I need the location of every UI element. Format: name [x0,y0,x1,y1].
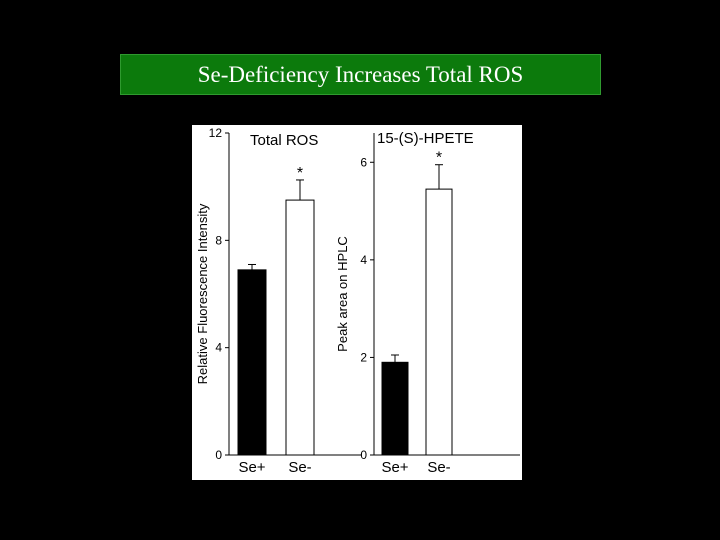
chart1-bar [285,199,315,456]
chart2-bar [381,361,409,456]
chart2-y-tick-label: 6 [360,155,367,169]
chart1-significance-mark: * [297,165,303,182]
chart1-y-tick-label: 8 [215,233,222,247]
chart2-significance-mark: * [436,150,442,167]
chart1-y-axis-label: Relative Fluorescence Intensity [195,203,210,384]
chart2-title: 15-(S)-HPETE [377,130,474,147]
chart1-bar [237,269,267,456]
bar-charts-figure: 0 4 8 12 Se+ * Se- Total ROS Relative Fluorescen… [195,126,520,476]
slide-title-bar: Se-Deficiency Increases Total ROS [120,54,601,95]
chart1-title: Total ROS [250,132,318,149]
chart2-category-label: Se- [427,459,450,476]
chart1-category-label: Se+ [238,459,265,476]
chart1-y-tick-label: 0 [215,448,222,462]
chart1-y-tick-label: 4 [215,341,222,355]
chart2-y-tick-label: 0 [360,448,367,462]
chart2-y-tick-label: 4 [360,253,367,267]
chart2-category-label: Se+ [381,459,408,476]
chart2-y-axis-label: Peak area on HPLC [335,236,350,352]
figure-panel: 0 4 8 12 Se+ * Se- Total ROS Relative Fluorescen… [192,125,522,480]
chart2-y-tick-label: 2 [360,350,367,364]
chart1-category-label: Se- [288,459,311,476]
slide-title: Se-Deficiency Increases Total ROS [197,61,524,87]
chart1-y-tick-label: 12 [209,126,223,140]
chart2-bar [425,188,453,456]
